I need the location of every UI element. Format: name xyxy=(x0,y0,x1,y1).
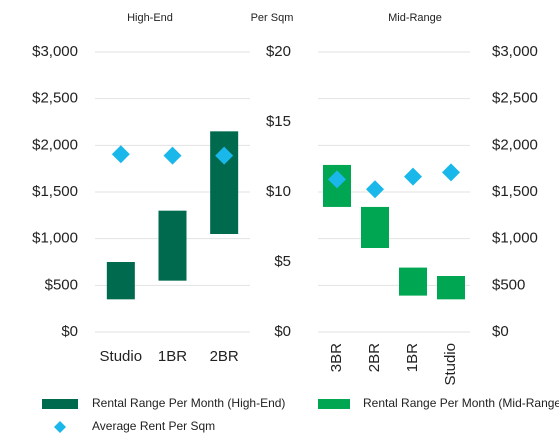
range-bar xyxy=(106,262,135,300)
avg-marker xyxy=(111,145,130,164)
y-tick-label: $3,000 xyxy=(492,43,538,60)
range-bar xyxy=(399,267,427,296)
y-tick-label: $1,000 xyxy=(492,230,538,247)
y2-tick-label: $5 xyxy=(274,253,291,270)
panel-title: Mid-Range xyxy=(388,12,442,24)
y-tick-label: $2,000 xyxy=(492,136,538,153)
y2-tick-label: $20 xyxy=(266,43,291,60)
y-tick-label: $500 xyxy=(492,276,525,293)
legend-swatch xyxy=(318,399,350,409)
x-tick-label: Studio xyxy=(442,343,459,386)
panel-title: High-End xyxy=(127,12,173,24)
legend-label: Average Rent Per Sqm xyxy=(92,419,215,433)
avg-marker xyxy=(404,167,422,186)
y-tick-label: $3,000 xyxy=(32,43,78,60)
y-tick-label: $500 xyxy=(45,276,78,293)
y-tick-label: $0 xyxy=(61,323,78,340)
y-tick-label: $2,000 xyxy=(32,136,78,153)
legend-label: Rental Range Per Month (High-End) xyxy=(92,396,285,410)
y-tick-label: $1,000 xyxy=(32,230,78,247)
avg-marker xyxy=(215,146,234,165)
avg-marker xyxy=(163,146,182,165)
avg-marker xyxy=(328,170,346,189)
y-tick-label: $1,500 xyxy=(32,183,78,200)
x-tick-label: 3BR xyxy=(328,343,345,372)
range-bar xyxy=(158,210,187,281)
y2-tick-label: $10 xyxy=(266,183,291,200)
y2-axis-label: Per Sqm xyxy=(251,12,294,24)
y2-tick-label: $15 xyxy=(266,113,291,130)
x-tick-label: 2BR xyxy=(366,343,383,372)
y-tick-label: $2,500 xyxy=(32,90,78,107)
avg-marker xyxy=(366,180,384,199)
range-bar xyxy=(437,276,465,300)
legend-swatch xyxy=(42,399,78,409)
y-tick-label: $2,500 xyxy=(492,90,538,107)
range-bar xyxy=(361,206,389,248)
y-tick-label: $1,500 xyxy=(492,183,538,200)
x-tick-label: 2BR xyxy=(210,348,239,365)
y2-tick-label: $0 xyxy=(274,323,291,340)
x-tick-label: 1BR xyxy=(158,348,187,365)
legend-swatch xyxy=(54,421,66,433)
x-tick-label: 1BR xyxy=(404,343,421,372)
y-tick-label: $0 xyxy=(492,323,509,340)
avg-marker xyxy=(442,163,460,182)
legend-label: Rental Range Per Month (Mid-Range) xyxy=(363,396,559,410)
x-tick-label: Studio xyxy=(100,348,143,365)
